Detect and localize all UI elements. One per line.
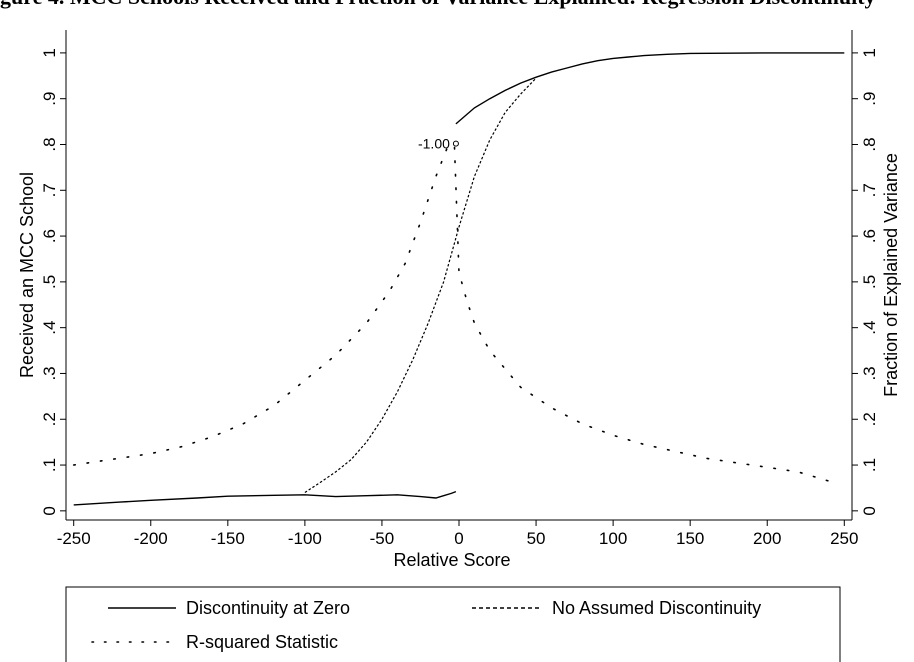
y-tick-label-left: .3 — [40, 366, 59, 380]
x-tick-label: 0 — [454, 529, 463, 548]
y-axis-right-ticks: 0 .1 .2 .3 .4 .5 .6 .7 .8 .9 1 — [852, 48, 879, 516]
x-axis-ticks: -250 -200 -150 -100 -50 0 50 100 150 200 250 — [57, 520, 858, 548]
y-tick-label-left: .8 — [40, 137, 59, 151]
y-tick-label-right: .2 — [860, 412, 879, 426]
y-tick-label-left: .7 — [40, 183, 59, 197]
x-tick-label: 50 — [527, 529, 546, 548]
annotation-marker — [452, 140, 459, 147]
plot-frame — [65, 30, 853, 521]
x-tick-label: -150 — [211, 529, 245, 548]
y-tick-label-left: 0 — [40, 506, 59, 515]
y-tick-label-right: .3 — [860, 366, 879, 380]
legend-label-no-assumed-discontinuity: No Assumed Discontinuity — [552, 598, 761, 618]
y-tick-label-right: .4 — [860, 321, 879, 335]
legend: Discontinuity at Zero No Assumed Discont… — [65, 586, 841, 662]
x-tick-label: -200 — [134, 529, 168, 548]
y-axis-left-ticks: 0 .1 .2 .3 .4 .5 .6 .7 .8 .9 1 — [40, 48, 66, 516]
annotation-layer: -1.00 — [418, 136, 459, 152]
series-no-assumed-discontinuity-segment-1 — [304, 77, 537, 494]
y-axis-right-title: Fraction of Explained Variance — [881, 153, 901, 397]
series-discontinuity-at-zero-segment-2 — [455, 52, 845, 125]
legend-label-discontinuity-at-zero: Discontinuity at Zero — [186, 598, 350, 618]
y-tick-label-left: 1 — [40, 48, 59, 57]
y-axis-left-title: Received an MCC School — [17, 172, 37, 378]
x-tick-label: 100 — [599, 529, 627, 548]
x-tick-label: -50 — [370, 529, 395, 548]
y-tick-label-right: .1 — [860, 458, 879, 472]
x-tick-label: -100 — [288, 529, 322, 548]
y-tick-label-left: .1 — [40, 458, 59, 472]
y-tick-label-right: .6 — [860, 229, 879, 243]
series-layer — [72, 52, 845, 506]
y-tick-label-left: .2 — [40, 412, 59, 426]
annotation-label: -1.00 — [418, 136, 450, 152]
y-tick-label-right: .9 — [860, 92, 879, 106]
x-axis-title: Relative Score — [393, 550, 510, 570]
legend-label-r-squared-statistic: R-squared Statistic — [186, 632, 338, 652]
x-tick-label: 150 — [676, 529, 704, 548]
x-tick-label: -250 — [57, 529, 91, 548]
y-tick-label-right: .5 — [860, 275, 879, 289]
y-tick-label-left: .5 — [40, 275, 59, 289]
y-tick-label-left: .6 — [40, 229, 59, 243]
y-tick-label-right: 1 — [860, 48, 879, 57]
series-r-squared-statistic-segment-1 — [72, 143, 830, 482]
x-tick-label: 200 — [753, 529, 781, 548]
series-discontinuity-at-zero-segment-1 — [73, 490, 457, 506]
y-tick-label-right: .8 — [860, 137, 879, 151]
figure-caption: gure 4. MCC Schools Received and Fractio… — [0, 0, 914, 10]
y-tick-label-right: 0 — [860, 506, 879, 515]
legend-box — [65, 586, 841, 662]
y-tick-label-left: .9 — [40, 92, 59, 106]
x-tick-label: 250 — [830, 529, 858, 548]
y-tick-label-left: .4 — [40, 321, 59, 335]
y-tick-label-right: .7 — [860, 183, 879, 197]
